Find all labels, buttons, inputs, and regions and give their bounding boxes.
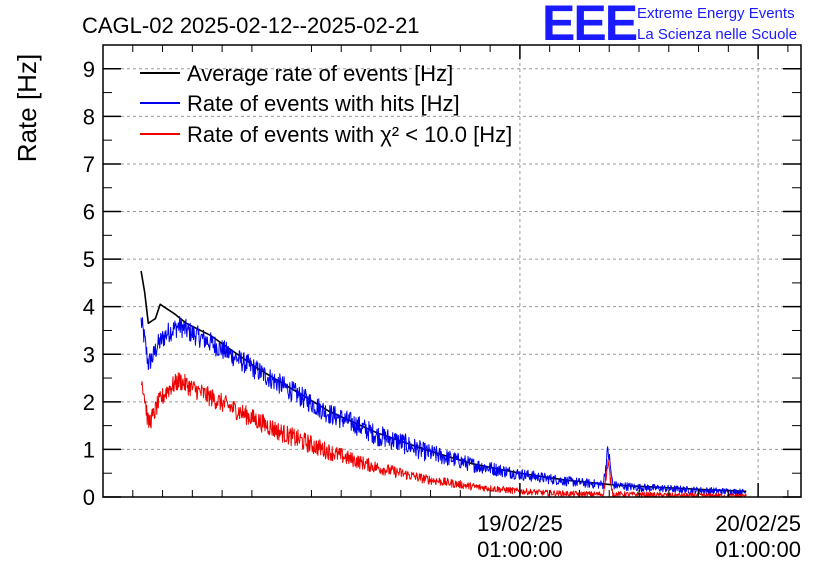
x-axis: 19/02/2501:00:0020/02/2501:00:0021/02/25… bbox=[102, 45, 801, 562]
y-tick-label: 8 bbox=[83, 104, 95, 129]
y-tick-label: 2 bbox=[83, 390, 95, 415]
x-tick-time: 01:00:00 bbox=[477, 537, 563, 562]
x-tick-date: 19/02/25 bbox=[477, 511, 563, 536]
y-tick-label: 5 bbox=[83, 247, 95, 272]
grid bbox=[103, 45, 801, 497]
logo: EEE Extreme Energy Events La Scienza nel… bbox=[542, 0, 797, 51]
y-tick-label: 0 bbox=[83, 485, 95, 510]
series-line-1 bbox=[140, 316, 747, 496]
x-tick-time: 01:00:00 bbox=[715, 537, 801, 562]
y-tick-label: 6 bbox=[83, 200, 95, 225]
chart-title: CAGL-02 2025-02-12--2025-02-21 bbox=[82, 13, 420, 38]
y-axis-label: Rate [Hz] bbox=[12, 54, 42, 162]
legend-label-1: Rate of events with hits [Hz] bbox=[187, 91, 460, 116]
y-tick-label: 3 bbox=[83, 342, 95, 367]
x-tick-date: 20/02/25 bbox=[715, 511, 801, 536]
y-tick-label: 7 bbox=[83, 152, 95, 177]
logo-line2: La Scienza nelle Scuole bbox=[637, 26, 797, 43]
y-axis: 0 1 2 3 4 5 6 7 8 9 bbox=[83, 44, 801, 510]
series-line-2 bbox=[140, 372, 747, 498]
plot-frame bbox=[102, 44, 802, 498]
y-tick-label: 1 bbox=[83, 437, 95, 462]
logo-mark: EEE bbox=[542, 0, 637, 51]
series-group bbox=[140, 270, 747, 498]
logo-line1: Extreme Energy Events bbox=[637, 5, 795, 22]
legend-label-0: Average rate of events [Hz] bbox=[187, 61, 453, 86]
y-tick-label: 4 bbox=[83, 295, 95, 320]
legend-label-2: Rate of events with χ² < 10.0 [Hz] bbox=[187, 122, 512, 147]
y-tick-label: 9 bbox=[83, 57, 95, 82]
legend: Average rate of events [Hz] Rate of event… bbox=[140, 61, 512, 147]
